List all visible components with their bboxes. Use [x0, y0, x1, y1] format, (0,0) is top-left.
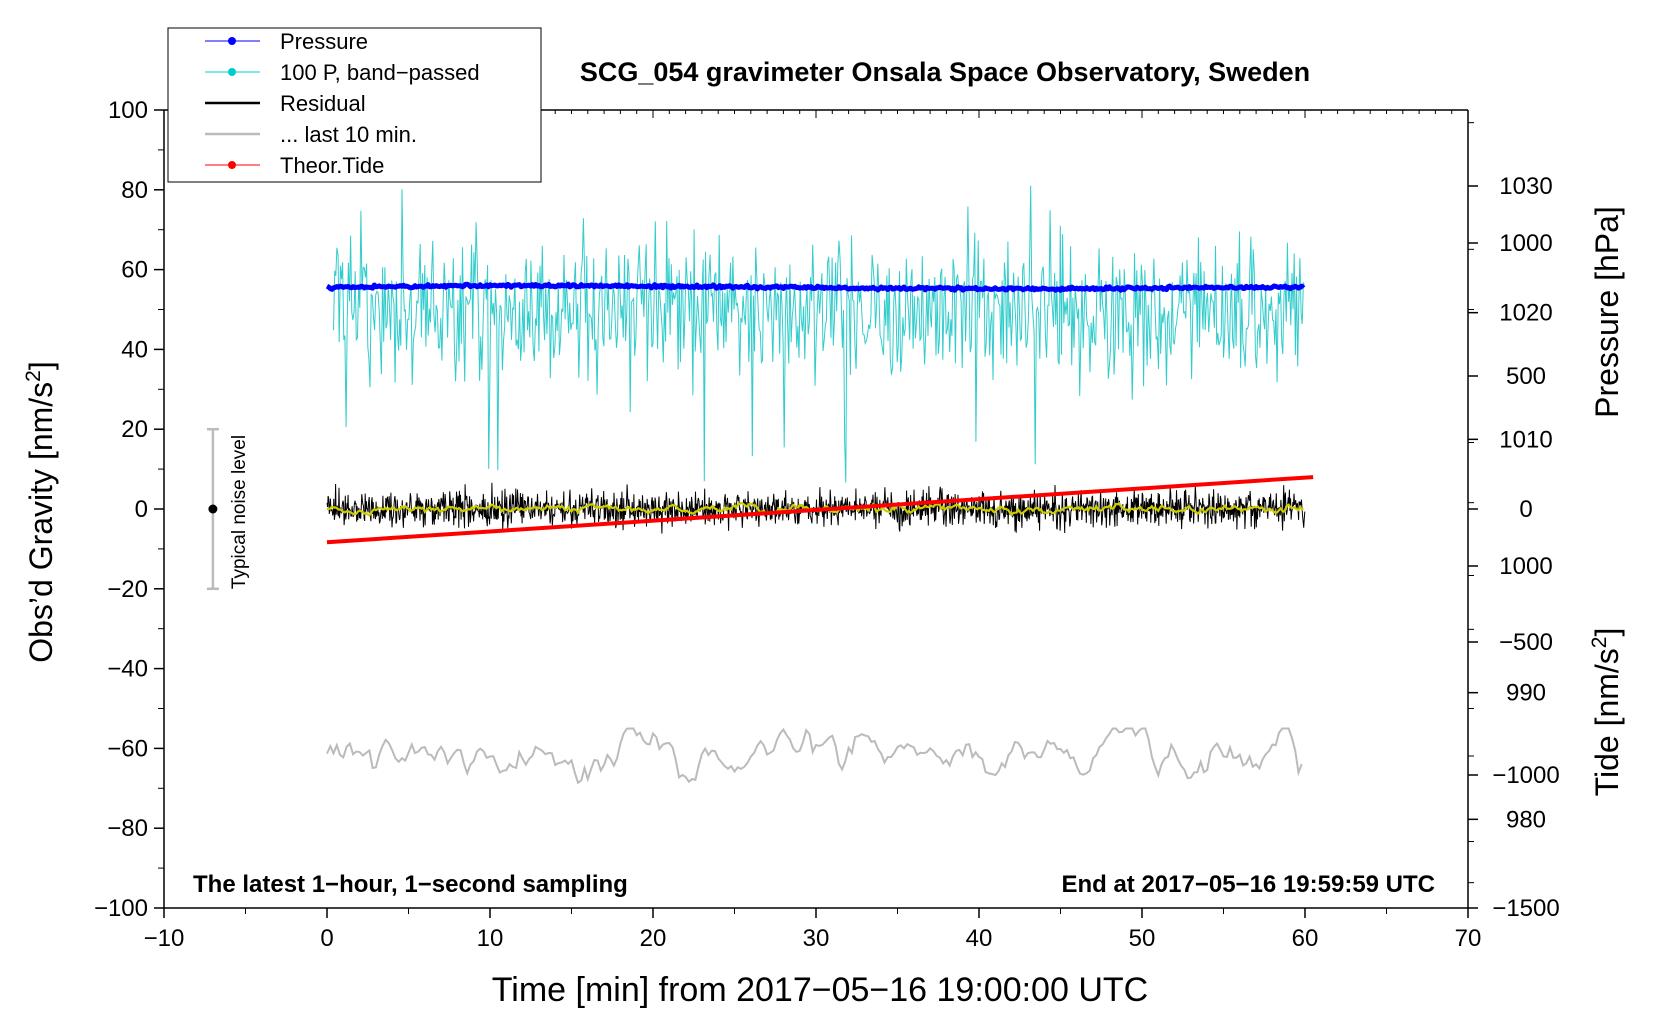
- pressure-tick-label: 1010: [1499, 426, 1552, 453]
- y-tick-label: 20: [121, 416, 148, 443]
- pressure-tick-label: 1030: [1499, 173, 1552, 200]
- pressure-tick-label: 980: [1506, 806, 1546, 833]
- series-band-passed-pressure-line: [333, 185, 1305, 483]
- legend: Pressure 100 P, band−passed Residual ... la…: [167, 27, 542, 183]
- y-tick-label: −40: [107, 656, 148, 683]
- tide-tick-label: −1000: [1492, 762, 1559, 789]
- legend-marker: [228, 161, 236, 169]
- x-tick-label: 60: [1292, 925, 1319, 952]
- annotation-latest-hour: The latest 1−hour, 1−second sampling: [193, 871, 628, 898]
- legend-label: Theor.Tide: [280, 153, 384, 178]
- tide-tick-label: 500: [1506, 363, 1546, 390]
- noise-level-marker: [206, 427, 219, 591]
- y-tick-label: 40: [121, 336, 148, 363]
- series-last-10-min-line: [326, 727, 1303, 785]
- legend-label: Residual: [280, 91, 366, 116]
- y-tick-label: 100: [108, 97, 148, 124]
- series-pressure-line: [325, 281, 1306, 293]
- x-tick-label: 40: [966, 925, 993, 952]
- y-axis-label-pressure: Pressure [hPa]: [1589, 206, 1625, 418]
- tide-tick-label: −1500: [1492, 895, 1559, 922]
- x-tick-label: 20: [640, 925, 667, 952]
- x-tick-label: 30: [803, 925, 830, 952]
- pressure-tick-label: 1020: [1499, 300, 1552, 327]
- tide-tick-label: 1000: [1499, 230, 1552, 257]
- y-axis-label-gravity-text: Obs’d Gravity [nm/s: [23, 382, 59, 663]
- series-theor-tide-line: [326, 475, 1314, 545]
- y-axis-label-gravity-superscript: 2: [22, 370, 45, 382]
- y-tick-label: 80: [121, 177, 148, 204]
- legend-marker: [228, 68, 236, 76]
- legend-label: 100 P, band−passed: [280, 60, 480, 85]
- legend-label: ... last 10 min.: [280, 122, 417, 147]
- y-tick-label: −60: [107, 735, 148, 762]
- y-tick-label: −100: [94, 895, 148, 922]
- legend-box: [167, 27, 542, 183]
- x-axis-label: Time [min] from 2017−05−16 19:00:00 UTC: [492, 971, 1148, 1009]
- legend-label: Pressure: [280, 29, 368, 54]
- y-tick-label: −20: [107, 576, 148, 603]
- tide-tick-label: −500: [1499, 629, 1553, 656]
- x-tick-label: 0: [320, 925, 333, 952]
- noise-level-dot: [208, 504, 218, 514]
- x-tick-label: 50: [1129, 925, 1156, 952]
- tide-tick-label: 0: [1519, 496, 1532, 523]
- pressure-tick-label: 990: [1506, 680, 1546, 707]
- y-axis-label-tide: Tide [nm/s2]: [1588, 628, 1625, 797]
- noise-level-label: Typical noise level: [229, 435, 250, 589]
- y-axis-label-tide-text: Tide [nm/s: [1589, 648, 1625, 796]
- legend-marker: [228, 37, 236, 45]
- pressure-tick-label: 1000: [1499, 553, 1552, 580]
- y-axis-label-gravity: Obs’d Gravity [nm/s2]: [22, 361, 59, 663]
- y-axis-label-tide-end: ]: [1589, 628, 1625, 637]
- x-tick-label: 10: [477, 925, 504, 952]
- y-tick-label: 0: [135, 496, 148, 523]
- y-axis-label-gravity-end: ]: [23, 361, 59, 370]
- y-axis-label-tide-superscript: 2: [1588, 637, 1611, 649]
- y-tick-label: 60: [121, 257, 148, 284]
- x-tick-label: −10: [144, 925, 185, 952]
- series-layer: [325, 185, 1314, 785]
- x-tick-label: 70: [1455, 925, 1482, 952]
- annotation-end-time: End at 2017−05−16 19:59:59 UTC: [1061, 871, 1435, 898]
- y-tick-label: −80: [107, 815, 148, 842]
- axes: −10 0 10 20 30 40 50 60 70100806040200−20−40−60−…: [94, 97, 1560, 952]
- chart-title: SCG_054 gravimeter Onsala Space Observat…: [580, 57, 1310, 87]
